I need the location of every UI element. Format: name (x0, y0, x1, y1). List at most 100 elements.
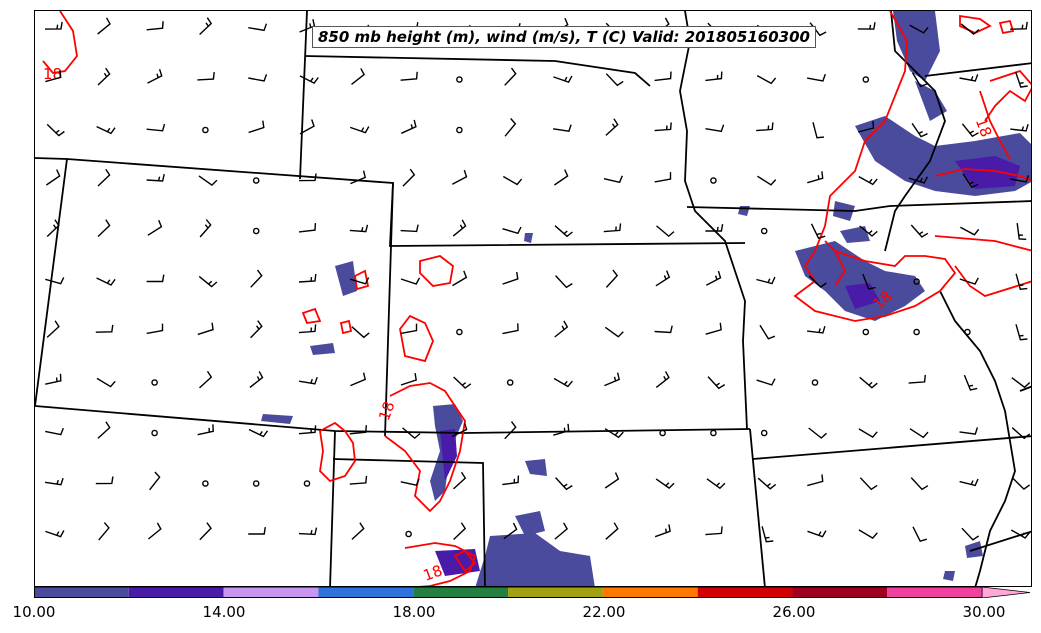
wind-barb (400, 224, 419, 233)
wind-barb (812, 122, 825, 139)
wind-barb (349, 475, 368, 485)
wind-barb (604, 326, 624, 338)
wind-barb (554, 169, 569, 186)
wind-barb (759, 324, 776, 340)
wind-barb (197, 72, 215, 81)
temperature-contours (42, 11, 1031, 586)
wind-barbs (44, 17, 1031, 543)
wind-barb (400, 323, 418, 335)
wind-barb (604, 472, 620, 489)
wind-barb (351, 326, 370, 339)
wind-barb (146, 323, 164, 335)
colorbar-tick-label: 30.00 (962, 603, 1006, 621)
colorbar-segment (413, 587, 509, 598)
wind-barb (553, 377, 573, 388)
wind-barb (298, 223, 317, 233)
wind-barb (350, 170, 367, 185)
wind-barb (45, 427, 64, 436)
calm-wind-circle (252, 480, 260, 487)
calm-wind-circle (506, 379, 514, 386)
wind-barb (97, 67, 111, 86)
wind-barb (756, 378, 776, 386)
map-panel: 18 18 18 18 18 850 mb height (m), wind (… (34, 10, 1032, 587)
calm-wind-circle (456, 126, 463, 134)
wind-barb (808, 427, 827, 439)
wind-barb (502, 271, 519, 285)
wind-barb (910, 224, 929, 238)
colorbar-tick-label: 26.00 (772, 603, 816, 621)
calm-wind-circle (862, 76, 870, 83)
colorbar-segment (128, 587, 224, 598)
wind-barb (351, 68, 365, 85)
wind-barb (859, 225, 878, 237)
wind-barb (452, 219, 467, 237)
wind-barb (859, 376, 878, 389)
wind-barb (553, 75, 573, 83)
wind-barb (146, 274, 165, 283)
wind-barb (250, 269, 263, 288)
calm-wind-circle (811, 379, 819, 386)
wind-barb (44, 21, 63, 30)
wind-barb (97, 17, 111, 35)
wind-barb (1014, 71, 1028, 88)
wind-barb (603, 223, 622, 233)
colorbar (34, 587, 1031, 598)
wind-barb (909, 428, 929, 439)
wind-barb (146, 123, 166, 132)
wind-barb (605, 118, 619, 136)
wind-barb (97, 168, 111, 187)
colorbar-segment (792, 587, 888, 598)
wind-barb (756, 122, 774, 132)
wind-barb (959, 277, 979, 285)
wind-barb (961, 123, 979, 138)
wind-barb (199, 522, 212, 541)
wind-barb (603, 175, 623, 184)
wind-barb (44, 477, 64, 486)
wind-barb (95, 476, 114, 485)
wind-barb (503, 522, 518, 540)
wind-barb (98, 522, 110, 541)
wind-barb (96, 277, 116, 286)
wind-barb (45, 277, 65, 285)
wind-barb (706, 478, 726, 490)
calm-wind-circle (151, 379, 158, 386)
contour-label: 18 (421, 561, 445, 584)
wind-barb (908, 176, 929, 184)
wind-barb (452, 270, 468, 287)
colorbar-tick-label: 18.00 (392, 603, 436, 621)
wind-barb (298, 324, 317, 334)
wind-barb (1010, 175, 1030, 183)
calm-wind-circle (913, 328, 920, 336)
wind-barb (1012, 477, 1031, 491)
wind-barb (502, 226, 522, 235)
colorbar-segment (34, 587, 129, 598)
colorbar-segment (697, 587, 793, 598)
calm-wind-circle (659, 429, 666, 437)
colorbar-segment (887, 587, 983, 598)
wind-barb (705, 71, 723, 82)
wind-barb (959, 478, 979, 487)
wind-barb (504, 421, 517, 440)
wind-barb (862, 273, 876, 290)
colorbar-tick-label: 14.00 (202, 603, 246, 621)
wind-barb (806, 74, 826, 82)
wind-barb (400, 277, 421, 285)
wind-barb (552, 124, 572, 132)
wind-barb (149, 471, 161, 491)
calm-wind-circle (710, 177, 717, 184)
colorbar-extend-arrow (981, 587, 1031, 598)
colorbar-tick-label: 10.00 (12, 603, 56, 621)
wind-barb (959, 74, 979, 82)
calm-wind-circle (862, 328, 870, 336)
wind-barb (46, 123, 65, 137)
wind-barb (401, 119, 417, 134)
wind-barb (757, 175, 777, 186)
wind-barb (1015, 324, 1028, 341)
wind-barb (654, 71, 672, 82)
wind-barb (555, 477, 573, 491)
wind-barb (199, 17, 213, 36)
wind-barb (858, 529, 878, 540)
wind-barb (911, 72, 928, 88)
calm-wind-circle (760, 429, 768, 437)
wind-barb (705, 322, 722, 335)
